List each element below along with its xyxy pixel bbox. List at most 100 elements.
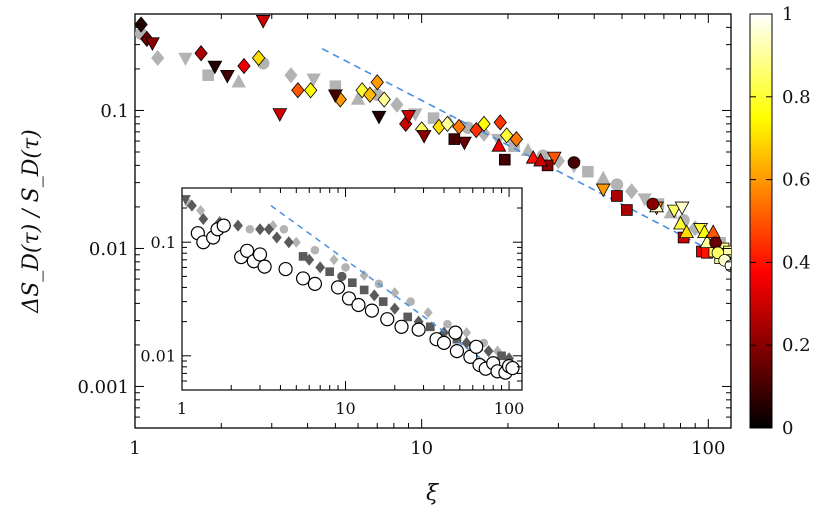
gray-point	[427, 112, 440, 124]
gray-point	[637, 193, 652, 207]
inset-gray-point	[279, 224, 289, 234]
data-point-triangle-up	[533, 152, 549, 167]
inset-dark-point	[359, 285, 369, 295]
gray-point	[350, 91, 366, 105]
colorbar-tick-label: 0.6	[782, 170, 811, 191]
inset-open-circle	[380, 312, 395, 327]
data-point-triangle-down	[144, 37, 160, 51]
gray-point	[178, 52, 193, 66]
data-point-diamond	[363, 86, 377, 103]
gray-point	[688, 220, 702, 237]
inset-open-circle	[411, 322, 426, 337]
inset-dark-point	[378, 297, 388, 306]
data-point-diamond	[469, 122, 483, 139]
data-point-triangle-down	[546, 151, 562, 166]
gray-point	[151, 49, 165, 66]
inset-gray-point	[423, 307, 433, 319]
inset-dark-point	[325, 267, 334, 277]
data-point-triangle-down	[327, 89, 343, 104]
inset-open-circle	[505, 360, 520, 376]
inset-dark-point	[298, 252, 308, 261]
inset-axes: 1 10 100 0.01 0.1	[140, 188, 524, 418]
inset-gray-point	[310, 245, 320, 255]
gray-point	[508, 140, 520, 153]
data-point-diamond	[440, 115, 455, 132]
data-point-triangle-down	[255, 15, 271, 29]
inset-plot: 1 10 100 0.01 0.1	[140, 187, 524, 418]
gray-point	[625, 183, 639, 200]
data-point-triangle-down	[457, 136, 472, 151]
data-point-triangle-down	[595, 183, 611, 198]
data-point-diamond	[303, 82, 318, 99]
inset-dark-point	[283, 236, 294, 249]
inset-gray-point	[406, 297, 415, 306]
inset-x-tick-label: 100	[494, 399, 525, 418]
main-axes: 1 10 100 0.001 0.01 0.1	[77, 13, 731, 459]
data-point-triangle-down	[371, 110, 387, 125]
data-point-diamond	[370, 74, 384, 91]
inset-gray-point	[341, 263, 350, 272]
inset-open-circle	[252, 247, 268, 262]
data-point-circle	[724, 259, 731, 272]
gray-point	[329, 80, 342, 92]
inset-gray-point	[390, 287, 400, 299]
data-point-circle	[646, 197, 659, 211]
inset-dark-point	[315, 261, 326, 274]
inset-open-circle	[436, 335, 452, 350]
data-point-square	[611, 190, 623, 202]
data-point-triangle-down	[401, 110, 416, 124]
inset-open-circle	[307, 276, 323, 291]
inset-gray-point	[291, 236, 301, 248]
inset-open-circle	[257, 259, 272, 274]
inset-dark-point	[369, 289, 380, 302]
inset-open-circle	[448, 325, 463, 340]
data-point-diamond	[291, 82, 305, 99]
data-point-diamond	[251, 49, 266, 67]
gray-point	[390, 96, 404, 113]
inset-dark-point	[347, 278, 357, 288]
inset-gray-point	[329, 254, 339, 266]
data-point-square	[498, 153, 511, 166]
data-point-diamond	[194, 45, 208, 62]
data-point-triangle-down	[207, 60, 223, 75]
inset-dark-point	[337, 271, 347, 282]
inset-open-circle	[394, 319, 409, 334]
colorbar: 0 0.2 0.4 0.6 0.8 1	[749, 4, 811, 439]
inset-y-tick-label: 0.1	[151, 233, 176, 252]
gray-point	[284, 67, 298, 84]
data-point-circle	[567, 156, 581, 169]
inset-dark-point	[198, 213, 209, 226]
data-point-triangle-down	[272, 108, 288, 122]
gray-point	[306, 73, 321, 87]
main-x-tick-label: 100	[691, 438, 725, 459]
colorbar-tick-label: 0.4	[782, 252, 811, 273]
inset-dark-point	[233, 219, 243, 232]
inset-dark-point	[403, 312, 413, 322]
y-axis-label-text: ΔS_D(τ) / S_D(τ)	[19, 129, 44, 313]
gray-point	[231, 74, 246, 88]
inset-gray-point	[196, 205, 206, 217]
data-point-diamond	[509, 130, 524, 148]
inset-gray-point	[443, 319, 452, 329]
inset-plot-area	[182, 195, 520, 380]
gray-point	[610, 178, 624, 191]
colorbar-gradient	[749, 13, 773, 429]
data-point-triangle-up	[673, 215, 688, 230]
inset-gray-point	[359, 269, 369, 281]
main-x-tick-label: 1	[129, 438, 140, 459]
inset-dark-point	[263, 223, 274, 236]
inset-open-circle	[364, 303, 380, 318]
data-point-square	[448, 133, 461, 145]
data-point-square	[621, 204, 633, 216]
inset-x-tick-label: 10	[335, 399, 355, 418]
data-point-circle	[729, 266, 731, 274]
reference-line	[321, 48, 727, 259]
inset-dark-point	[304, 253, 315, 266]
data-point-triangle-down	[666, 204, 682, 219]
gray-point	[520, 142, 536, 157]
inset-dark-point	[497, 351, 506, 361]
inset-open-circle	[239, 243, 255, 258]
inset-y-tick-label: 0.01	[140, 346, 176, 365]
inset-open-circle	[449, 344, 465, 359]
